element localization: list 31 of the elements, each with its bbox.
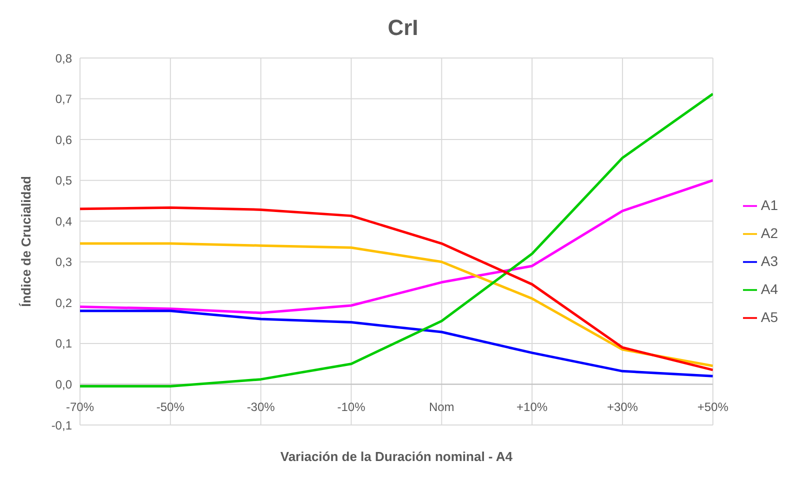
x-tick-label: +10% [516,400,548,414]
legend-label: A3 [760,252,778,268]
y-tick-label: 0,2 [55,296,72,310]
x-tick-label: -10% [337,400,366,414]
y-tick-label: 0,1 [55,336,72,351]
line-series [80,242,713,368]
legend-label: A1 [760,196,778,212]
x-tick-label: +50% [697,400,729,414]
x-tick-label: +30% [606,400,638,414]
legend-label: A5 [760,308,778,324]
y-tick-label: -0,1 [51,418,72,432]
line-series [80,92,713,388]
line-series [80,179,713,314]
y-tick-label: 0,7 [55,92,72,106]
y-tick-label: 0,0 [55,377,72,392]
x-tick-label: -70% [66,400,94,414]
legend-label: A2 [760,224,778,240]
y-tick-label: 0,8 [55,51,72,66]
x-axis-title: Variación de la Duración nominal - A4 [280,449,514,464]
line-series [80,310,713,378]
x-tick-label: -30% [246,400,276,414]
legend-label: A4 [760,280,778,296]
y-tick-label: 0,6 [55,132,72,147]
line-series [80,206,713,372]
y-tick-label: 0,4 [55,214,72,228]
chart-title: CrI [386,14,420,42]
y-tick-label: 0,3 [55,255,72,270]
y-axis-title: Índice de Crucialidad [18,176,34,307]
x-tick-label: Nom [428,400,454,414]
x-tick-label: -50% [156,400,185,414]
y-tick-label: 0,5 [55,174,72,188]
